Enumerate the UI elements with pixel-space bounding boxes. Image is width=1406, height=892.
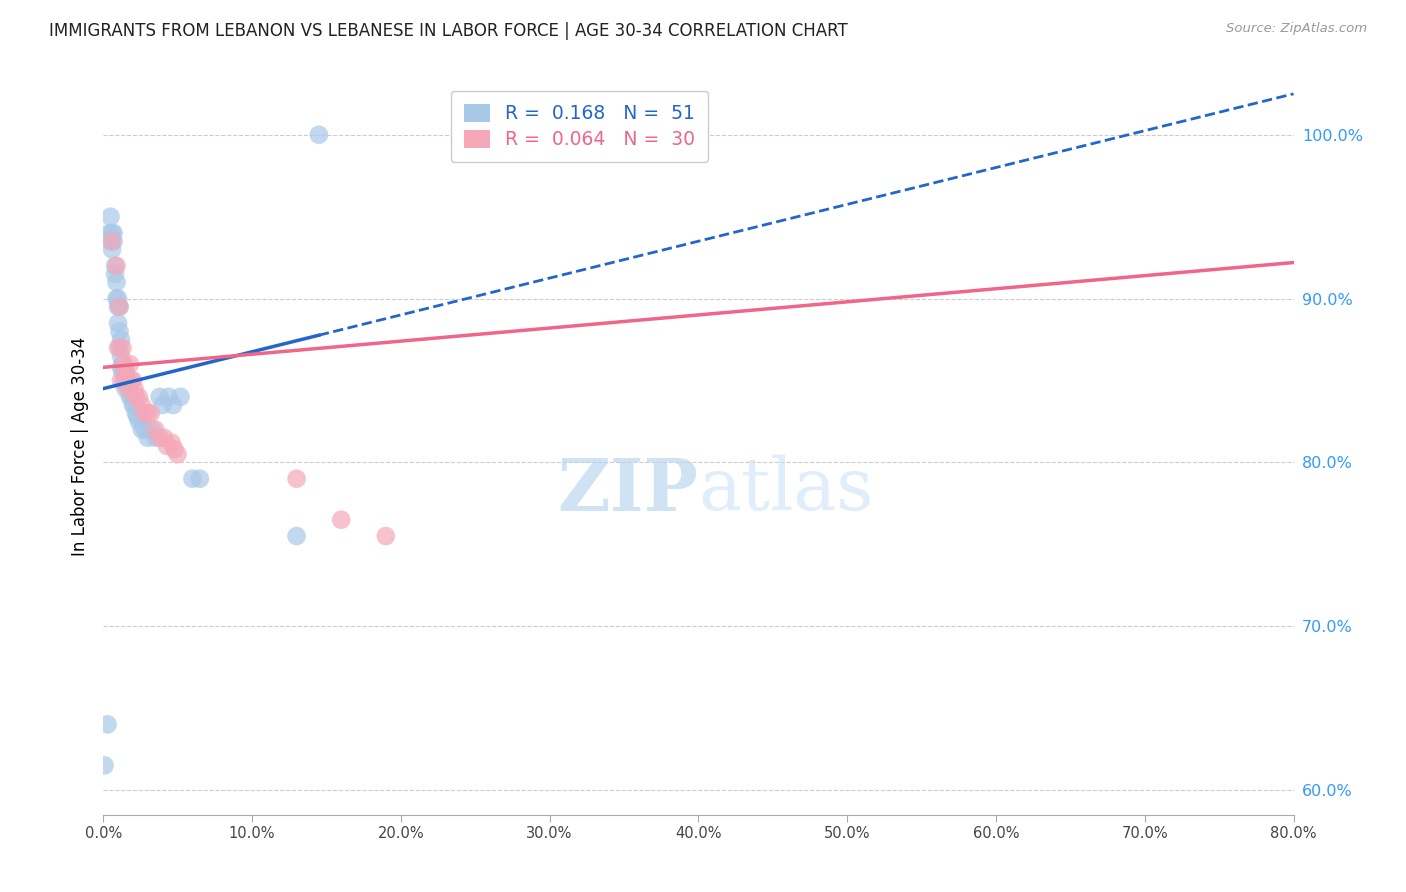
Point bbox=[112, 374, 135, 388]
Point bbox=[114, 382, 136, 396]
Point bbox=[156, 439, 179, 453]
Point bbox=[122, 374, 145, 388]
Point bbox=[108, 300, 131, 314]
Point bbox=[122, 398, 145, 412]
Point bbox=[101, 234, 124, 248]
Point bbox=[157, 390, 180, 404]
Point bbox=[163, 442, 186, 457]
Point bbox=[115, 374, 138, 388]
Point bbox=[125, 390, 148, 404]
Point bbox=[153, 431, 176, 445]
Point bbox=[149, 431, 172, 445]
Y-axis label: In Labor Force | Age 30-34: In Labor Force | Age 30-34 bbox=[72, 336, 89, 556]
Point bbox=[112, 360, 135, 375]
Point bbox=[117, 382, 139, 396]
Point bbox=[111, 341, 134, 355]
Point bbox=[136, 406, 159, 420]
Point bbox=[120, 390, 142, 404]
Text: ZIP: ZIP bbox=[557, 455, 699, 525]
Point bbox=[374, 529, 396, 543]
Point bbox=[124, 382, 146, 396]
Point bbox=[112, 357, 135, 371]
Text: Source: ZipAtlas.com: Source: ZipAtlas.com bbox=[1226, 22, 1367, 36]
Point bbox=[111, 357, 134, 371]
Point bbox=[103, 226, 125, 240]
Point bbox=[107, 316, 129, 330]
Point bbox=[120, 374, 142, 388]
Point bbox=[97, 717, 120, 731]
Point bbox=[107, 292, 129, 306]
Point bbox=[93, 758, 115, 772]
Point bbox=[103, 234, 125, 248]
Point bbox=[107, 341, 129, 355]
Point bbox=[101, 226, 124, 240]
Point bbox=[125, 406, 148, 420]
Point bbox=[118, 357, 141, 371]
Point bbox=[330, 513, 353, 527]
Point bbox=[104, 267, 127, 281]
Point bbox=[162, 398, 184, 412]
Point bbox=[308, 128, 330, 142]
Point bbox=[141, 423, 163, 437]
Point bbox=[101, 243, 124, 257]
Point bbox=[111, 365, 134, 379]
Legend: R =  0.168   N =  51, R =  0.064   N =  30: R = 0.168 N = 51, R = 0.064 N = 30 bbox=[450, 90, 709, 162]
Point bbox=[285, 529, 308, 543]
Point bbox=[104, 259, 127, 273]
Point bbox=[124, 398, 146, 412]
Point bbox=[115, 374, 138, 388]
Text: IMMIGRANTS FROM LEBANON VS LEBANESE IN LABOR FORCE | AGE 30-34 CORRELATION CHART: IMMIGRANTS FROM LEBANON VS LEBANESE IN L… bbox=[49, 22, 848, 40]
Point bbox=[143, 423, 166, 437]
Point bbox=[114, 365, 136, 379]
Point bbox=[131, 398, 153, 412]
Point bbox=[134, 423, 156, 437]
Point bbox=[100, 234, 122, 248]
Point bbox=[117, 382, 139, 396]
Point bbox=[105, 259, 128, 273]
Point bbox=[108, 324, 131, 338]
Point bbox=[181, 472, 204, 486]
Point bbox=[105, 275, 128, 289]
Point bbox=[100, 210, 122, 224]
Point bbox=[114, 365, 136, 379]
Point bbox=[134, 406, 156, 420]
Point bbox=[107, 300, 129, 314]
Point bbox=[131, 423, 153, 437]
Point bbox=[285, 472, 308, 486]
Point bbox=[160, 435, 183, 450]
Point bbox=[152, 398, 174, 412]
Point bbox=[169, 390, 191, 404]
Point bbox=[108, 300, 131, 314]
Point bbox=[110, 349, 132, 363]
Point bbox=[136, 431, 159, 445]
Point bbox=[128, 390, 150, 404]
Point bbox=[108, 341, 131, 355]
Point bbox=[128, 414, 150, 428]
Point bbox=[143, 431, 166, 445]
Point bbox=[105, 292, 128, 306]
Point bbox=[98, 226, 121, 240]
Point bbox=[118, 390, 141, 404]
Point bbox=[188, 472, 211, 486]
Point bbox=[139, 406, 162, 420]
Point bbox=[110, 374, 132, 388]
Point bbox=[110, 333, 132, 347]
Point bbox=[127, 409, 149, 424]
Point bbox=[149, 390, 172, 404]
Point bbox=[166, 447, 188, 461]
Text: atlas: atlas bbox=[699, 455, 873, 525]
Point bbox=[110, 360, 132, 375]
